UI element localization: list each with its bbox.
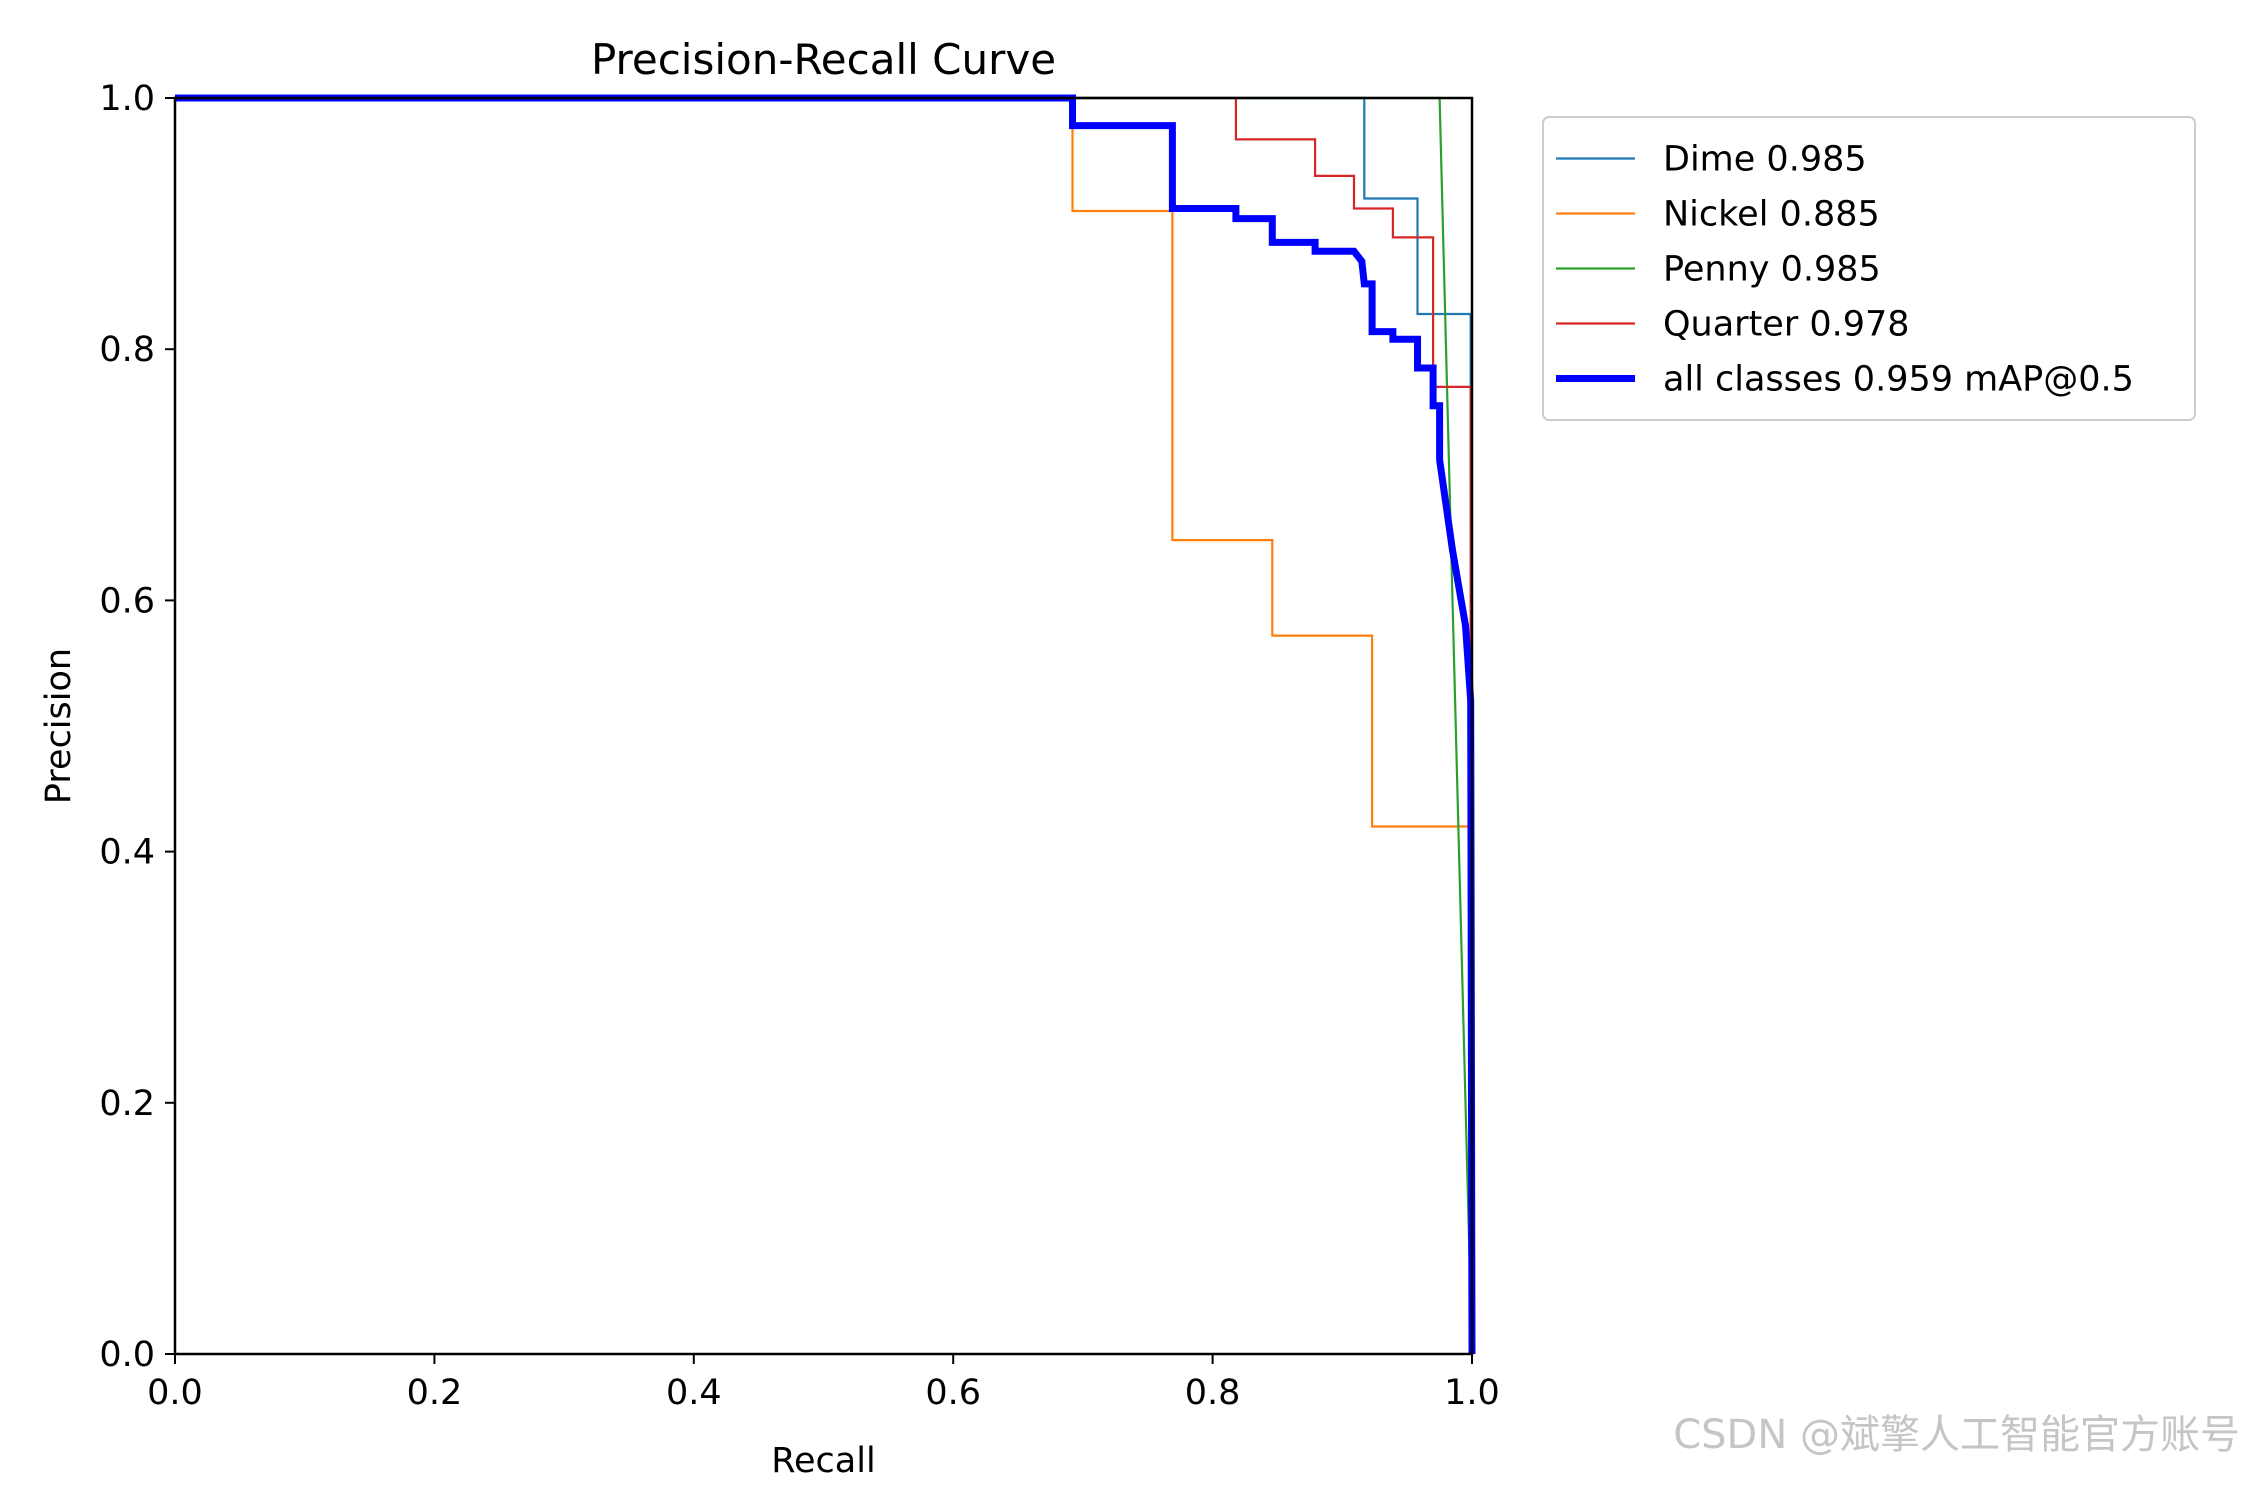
series-line-dime xyxy=(175,96,1474,1355)
y-tick-label: 0.2 xyxy=(99,1084,155,1124)
legend: Dime 0.985 Nickel 0.885 Penny 0.985 Quarter… xyxy=(1542,116,2196,421)
series-line-nickel xyxy=(175,96,1474,1355)
legend-entry-label: Dime 0.985 xyxy=(1663,140,1867,180)
y-tick-label: 0.6 xyxy=(99,581,155,621)
axes-frame xyxy=(173,96,1474,1356)
x-tick-label: 0.8 xyxy=(1185,1373,1241,1413)
x-tick-label: 1.0 xyxy=(1444,1373,1500,1413)
x-tick-label: 0.0 xyxy=(147,1373,203,1413)
y-tick-label: 0.8 xyxy=(99,330,155,370)
y-tick-label: 0.4 xyxy=(99,833,155,873)
y-tick-label: 1.0 xyxy=(99,79,155,119)
y-axis-label: Precision xyxy=(39,648,79,804)
y-tick-label: 0.0 xyxy=(99,1335,155,1375)
legend-box xyxy=(1542,116,2196,421)
series-line-all-all xyxy=(175,94,1476,1355)
x-tick-label: 0.6 xyxy=(925,1373,981,1413)
x-axis-label: Recall xyxy=(771,1441,875,1481)
legend-entry-label: Nickel 0.885 xyxy=(1663,195,1880,235)
x-tick-label: 0.2 xyxy=(407,1373,463,1413)
x-tick-label: 0.4 xyxy=(666,1373,722,1413)
legend-entry-label: Penny 0.985 xyxy=(1663,250,1881,290)
watermark-text: CSDN @斌擎人工智能官方账号 xyxy=(1673,1412,2240,1458)
legend-entry-label: all classes 0.959 mAP@0.5 xyxy=(1663,360,2134,400)
series-line-quarter xyxy=(175,96,1474,1355)
chart-title: Precision-Recall Curve xyxy=(591,35,1056,84)
series-line-penny xyxy=(175,96,1474,1355)
legend-entry-label: Quarter 0.978 xyxy=(1663,305,1910,345)
